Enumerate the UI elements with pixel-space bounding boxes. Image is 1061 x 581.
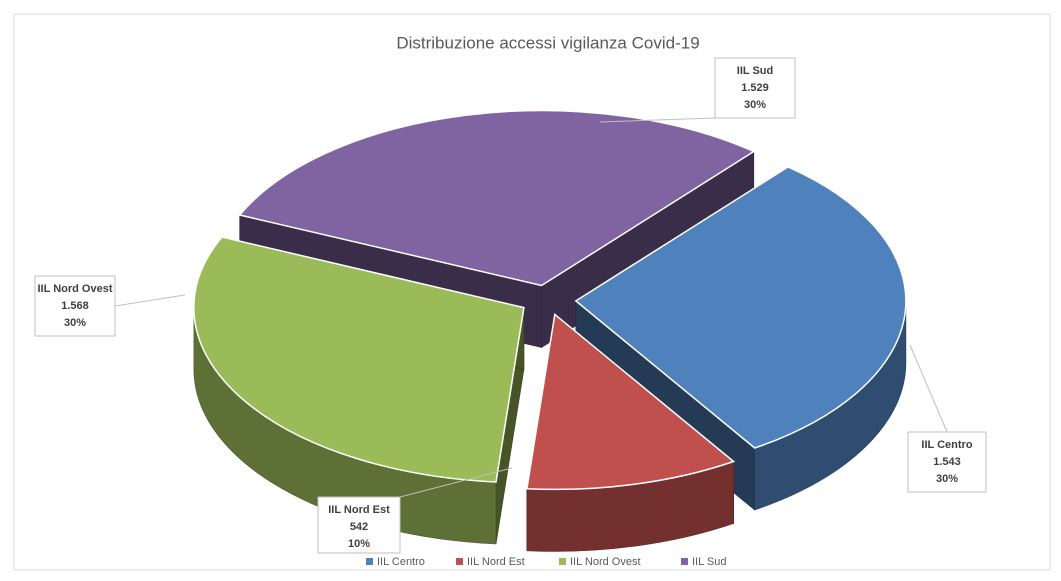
data-label-value: 1.543 (933, 456, 961, 468)
slice-top (574, 166, 907, 449)
legend-swatch (681, 558, 688, 565)
data-label-category: IIL Nord Ovest (38, 283, 113, 295)
data-label-percent: 30% (64, 317, 86, 329)
slice (193, 236, 525, 545)
data-label-category: IIL Nord Est (328, 504, 390, 516)
leader-line (114, 294, 186, 307)
data-label-box (714, 57, 796, 119)
data-label-percent: 30% (744, 99, 766, 111)
data-label-percent: 10% (348, 538, 370, 550)
data-label-value: 542 (350, 521, 368, 533)
data-label-value: 1.529 (741, 82, 769, 94)
slice-top (526, 312, 736, 491)
data-label-value: 1.568 (61, 300, 89, 312)
data-label-box (34, 275, 116, 337)
chart-title: Distribuzione accessi vigilanza Covid-19 (396, 33, 699, 52)
legend-swatch (366, 558, 373, 565)
data-label-category: IIL Centro (921, 439, 972, 451)
legend-swatch (456, 558, 463, 565)
legend-label: IIL Sud (692, 556, 726, 568)
legend-swatch (559, 558, 566, 565)
legend-label: IIL Centro (377, 556, 425, 568)
leader-line (399, 467, 513, 498)
legend-label: IIL Nord Ovest (570, 556, 641, 568)
slice-top (193, 236, 525, 483)
data-label-category: IIL Sud (737, 65, 773, 77)
legend-label: IIL Nord Est (467, 556, 525, 568)
slice (526, 312, 736, 552)
data-label-box (317, 496, 401, 554)
leader-line (909, 344, 948, 433)
slice-top (238, 109, 756, 287)
data-label-box (907, 431, 987, 493)
data-label-percent: 30% (936, 473, 958, 485)
leader-line (599, 117, 716, 123)
